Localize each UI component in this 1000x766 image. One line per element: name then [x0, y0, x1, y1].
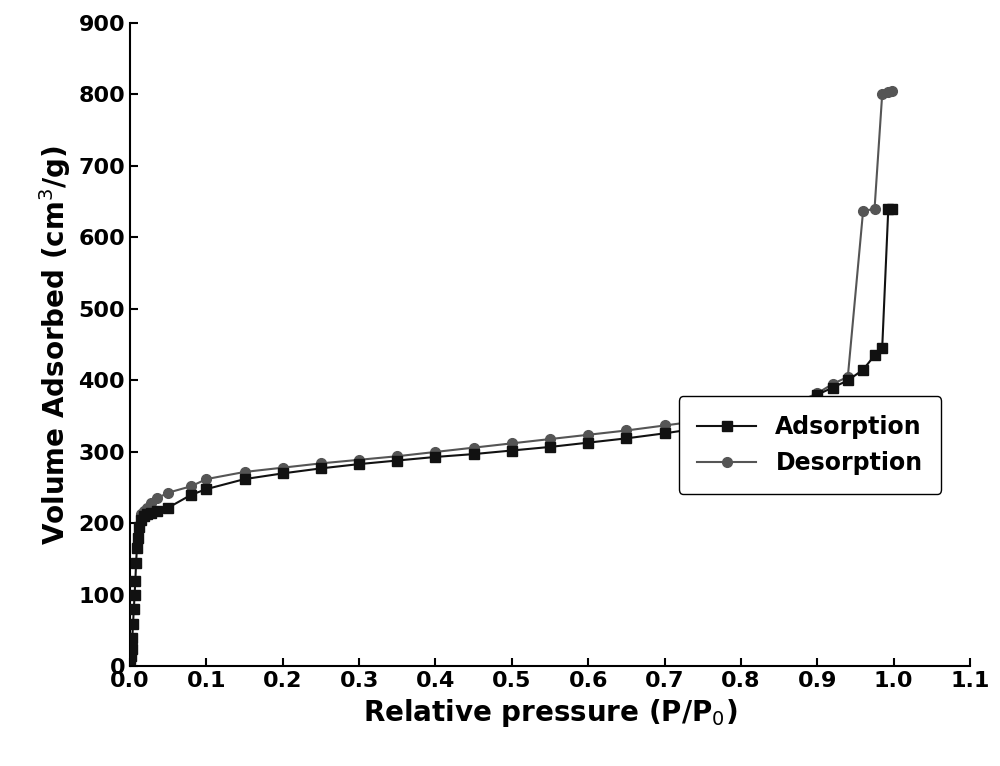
Desorption: [659, 421, 671, 430]
Adsorption: [827, 383, 839, 392]
Adsorption: [544, 442, 556, 451]
Desorption: [735, 409, 747, 418]
Adsorption: [127, 619, 139, 628]
Desorption: [620, 426, 632, 435]
Adsorption: [141, 509, 153, 519]
Desorption: [185, 482, 197, 491]
Adsorption: [151, 506, 163, 516]
Adsorption: [773, 406, 785, 415]
Desorption: [315, 459, 327, 468]
Adsorption: [468, 450, 480, 459]
Adsorption: [126, 633, 138, 643]
Adsorption: [869, 351, 881, 360]
Desorption: [277, 463, 289, 473]
Desorption: [869, 205, 881, 214]
Adsorption: [429, 453, 441, 462]
Adsorption: [697, 423, 709, 432]
Desorption: [582, 430, 594, 440]
Adsorption: [130, 558, 142, 568]
Desorption: [135, 509, 147, 519]
Adsorption: [886, 205, 898, 214]
Desorption: [200, 474, 212, 483]
Adsorption: [882, 205, 894, 214]
Adsorption: [129, 591, 141, 600]
Adsorption: [620, 434, 632, 443]
Adsorption: [125, 651, 137, 660]
Adsorption: [811, 390, 823, 399]
Desorption: [391, 452, 403, 461]
Adsorption: [135, 516, 147, 525]
Desorption: [773, 403, 785, 412]
Desorption: [145, 499, 157, 508]
Desorption: [827, 379, 839, 388]
Adsorption: [138, 512, 150, 521]
Desorption: [141, 503, 153, 512]
Desorption: [697, 416, 709, 425]
Adsorption: [506, 446, 518, 455]
Desorption: [792, 398, 804, 407]
Adsorption: [133, 522, 145, 532]
Desorption: [876, 90, 888, 99]
Adsorption: [145, 508, 157, 517]
Legend: Adsorption, Desorption: Adsorption, Desorption: [679, 396, 941, 494]
Adsorption: [277, 469, 289, 478]
Adsorption: [857, 365, 869, 375]
Adsorption: [876, 344, 888, 353]
Desorption: [468, 443, 480, 452]
Desorption: [239, 467, 251, 476]
Adsorption: [132, 533, 144, 542]
Desorption: [151, 494, 163, 503]
Adsorption: [185, 490, 197, 499]
Desorption: [353, 455, 365, 464]
Adsorption: [842, 376, 854, 385]
Desorption: [138, 506, 150, 516]
Desorption: [429, 447, 441, 457]
Adsorption: [315, 463, 327, 473]
Adsorption: [126, 644, 138, 653]
Adsorption: [162, 503, 174, 512]
Adsorption: [735, 416, 747, 425]
Desorption: [857, 206, 869, 215]
Line: Adsorption: Adsorption: [126, 204, 897, 664]
Desorption: [544, 434, 556, 444]
Desorption: [886, 87, 898, 96]
Adsorption: [391, 456, 403, 465]
Desorption: [882, 88, 894, 97]
Adsorption: [659, 429, 671, 438]
Adsorption: [582, 438, 594, 447]
Desorption: [162, 488, 174, 497]
Adsorption: [128, 604, 140, 614]
Desorption: [811, 388, 823, 398]
Desorption: [842, 372, 854, 381]
Adsorption: [131, 544, 143, 553]
Adsorption: [353, 460, 365, 469]
Adsorption: [200, 485, 212, 494]
X-axis label: Relative pressure (P/P$_0$): Relative pressure (P/P$_0$): [363, 697, 737, 728]
Line: Desorption: Desorption: [137, 86, 897, 519]
Desorption: [506, 439, 518, 448]
Adsorption: [124, 655, 136, 664]
Y-axis label: Volume Adsorbed (cm$^3$/g): Volume Adsorbed (cm$^3$/g): [37, 145, 73, 545]
Adsorption: [239, 474, 251, 483]
Adsorption: [792, 399, 804, 408]
Adsorption: [129, 576, 141, 585]
